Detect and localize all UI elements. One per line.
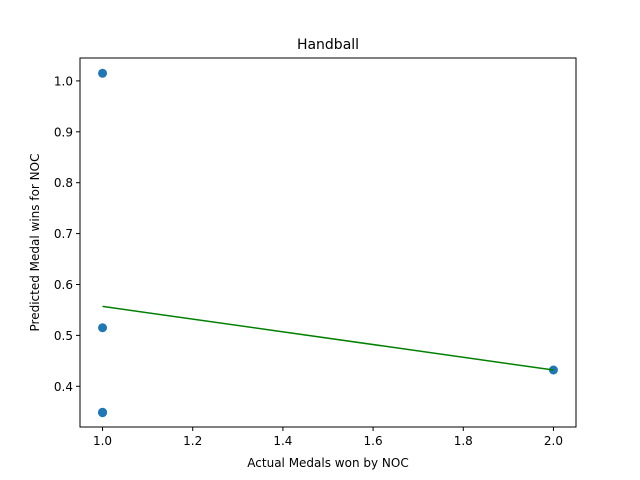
y-tick-label: 0.4 [54, 380, 73, 394]
chart-title: Handball [297, 37, 359, 53]
plot-area [98, 68, 558, 418]
fit-line [102, 305, 554, 371]
y-axis-label: Predicted Medal wins for NOC [28, 154, 42, 332]
x-tick-label: 2.0 [544, 434, 563, 448]
y-tick-label: 0.5 [54, 329, 73, 343]
x-axis: 1.0 1.2 1.4 1.6 1.8 2.0 [93, 427, 563, 448]
scatter-point [98, 323, 108, 333]
axes-frame [79, 57, 577, 428]
y-tick-label: 0.9 [54, 125, 73, 139]
y-tick-label: 0.6 [54, 278, 73, 292]
y-axis: 0.4 0.5 0.6 0.7 0.8 0.9 1.0 [54, 74, 80, 394]
y-tick-label: 1.0 [54, 74, 73, 88]
x-tick-label: 1.8 [454, 434, 473, 448]
scatter-point [98, 68, 108, 78]
y-tick-label: 0.8 [54, 176, 73, 190]
x-tick-label: 1.0 [93, 434, 112, 448]
scatter-point [98, 408, 108, 418]
x-tick-label: 1.4 [273, 434, 292, 448]
y-tick-label: 0.7 [54, 227, 73, 241]
x-tick-label: 1.6 [364, 434, 383, 448]
x-tick-label: 1.2 [183, 434, 202, 448]
x-axis-label: Actual Medals won by NOC [247, 456, 408, 470]
